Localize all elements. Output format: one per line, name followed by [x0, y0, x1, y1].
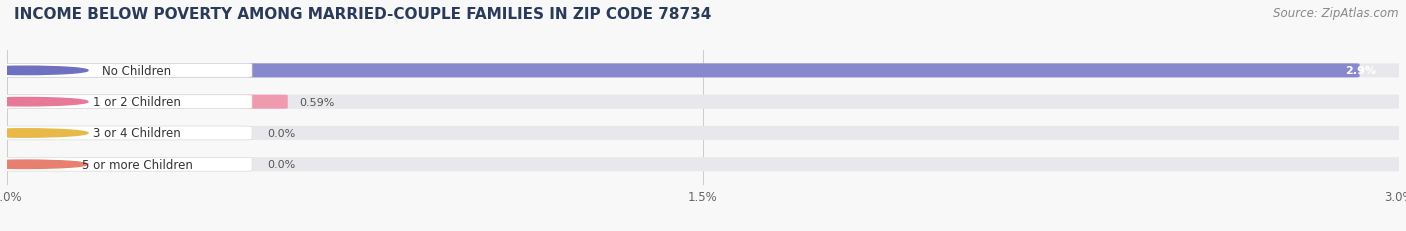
- Text: Source: ZipAtlas.com: Source: ZipAtlas.com: [1274, 7, 1399, 20]
- Text: 1 or 2 Children: 1 or 2 Children: [93, 96, 181, 109]
- FancyBboxPatch shape: [1, 64, 252, 78]
- Text: 0.0%: 0.0%: [267, 128, 295, 138]
- FancyBboxPatch shape: [1, 95, 252, 109]
- Text: 0.0%: 0.0%: [267, 160, 295, 170]
- Circle shape: [0, 98, 89, 106]
- FancyBboxPatch shape: [0, 64, 1360, 78]
- FancyBboxPatch shape: [0, 126, 1406, 140]
- Text: 5 or more Children: 5 or more Children: [82, 158, 193, 171]
- Text: 2.9%: 2.9%: [1344, 66, 1376, 76]
- Text: INCOME BELOW POVERTY AMONG MARRIED-COUPLE FAMILIES IN ZIP CODE 78734: INCOME BELOW POVERTY AMONG MARRIED-COUPL…: [14, 7, 711, 22]
- FancyBboxPatch shape: [0, 64, 1406, 78]
- Text: 0.59%: 0.59%: [299, 97, 335, 107]
- Circle shape: [0, 129, 89, 138]
- Text: 3 or 4 Children: 3 or 4 Children: [93, 127, 181, 140]
- Circle shape: [0, 67, 89, 75]
- Circle shape: [0, 160, 89, 169]
- FancyBboxPatch shape: [0, 95, 288, 109]
- Text: No Children: No Children: [103, 65, 172, 78]
- FancyBboxPatch shape: [0, 95, 1406, 109]
- FancyBboxPatch shape: [0, 158, 1406, 172]
- FancyBboxPatch shape: [1, 127, 252, 140]
- FancyBboxPatch shape: [1, 158, 252, 171]
